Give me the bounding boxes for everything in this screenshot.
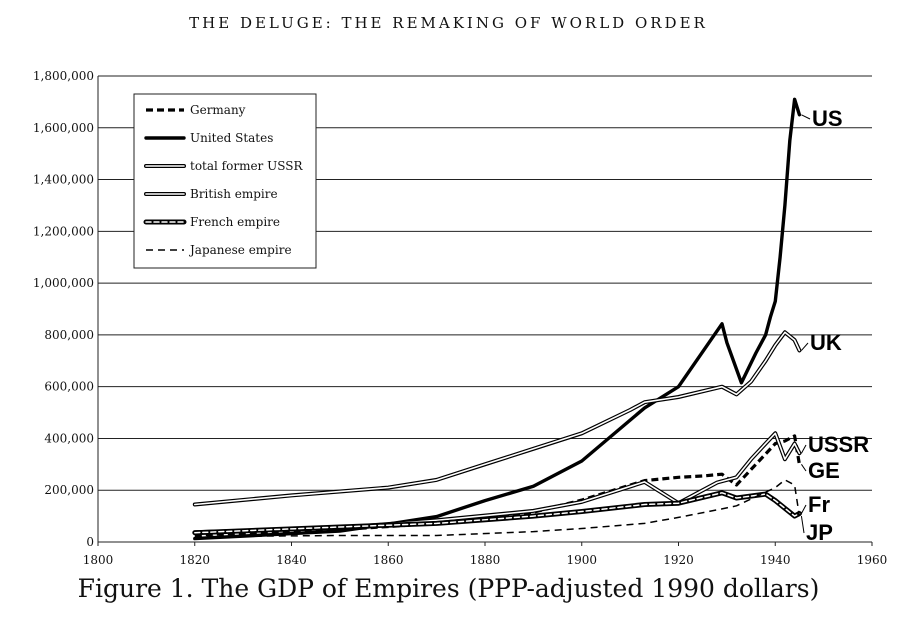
legend-entry-label: French empire — [190, 215, 280, 229]
x-tick-label: 1940 — [760, 553, 791, 567]
legend-entry-label: Japanese empire — [188, 243, 292, 257]
figure-caption: Figure 1. The GDP of Empires (PPP-adjust… — [77, 574, 820, 603]
gdp-line-chart: 0 200,000 400,000 600,000 800,000 1,000,000 1,… — [33, 69, 887, 567]
x-tick-label: 1900 — [566, 553, 597, 567]
series-end-label: US — [812, 106, 843, 131]
x-tick-label: 1880 — [470, 553, 501, 567]
y-tick-label: 600,000 — [44, 380, 94, 394]
series-line-uk — [192, 330, 802, 507]
y-tick-label: 1,000,000 — [33, 276, 94, 290]
x-tick-label: 1960 — [857, 553, 888, 567]
end-label-leader — [800, 516, 805, 534]
series-end-labels: GE US USSR UK Fr JP — [800, 106, 869, 545]
y-tick-label: 1,600,000 — [33, 121, 94, 135]
series-end-label: GE — [808, 458, 840, 483]
end-label-leader — [801, 464, 807, 472]
y-tick-label: 1,400,000 — [33, 173, 94, 187]
end-label-leader — [800, 504, 807, 514]
series-end-label: Fr — [808, 492, 830, 517]
end-label-leader — [801, 342, 809, 351]
legend-entry-label: total former USSR — [190, 159, 303, 173]
series-line-jp — [194, 479, 801, 538]
y-tick-label: 200,000 — [44, 483, 94, 497]
series-line-us — [193, 97, 802, 541]
x-tick-label: 1840 — [276, 553, 307, 567]
series-line-ussr — [192, 431, 802, 535]
series-lines — [192, 97, 802, 541]
x-tick-label: 1860 — [373, 553, 404, 567]
legend-box — [133, 93, 317, 269]
legend-entry-label: United States — [190, 131, 273, 145]
end-label-leader — [801, 444, 807, 454]
legend-entry-label: British empire — [190, 187, 278, 201]
running-header: THE DELUGE: THE REMAKING OF WORLD ORDER — [189, 14, 708, 32]
series-line-ge — [194, 434, 801, 537]
end-label-leader — [801, 114, 811, 120]
y-tick-label: 800,000 — [44, 328, 94, 342]
axes: 0 200,000 400,000 600,000 800,000 1,000,000 1,… — [33, 69, 887, 567]
legend-entry-label: Germany — [190, 103, 246, 117]
y-tick-label: 400,000 — [44, 431, 94, 445]
y-tick-label: 0 — [86, 535, 94, 549]
y-tick-label: 1,800,000 — [33, 69, 94, 83]
series-line-fr — [192, 490, 802, 536]
x-tick-label: 1820 — [179, 553, 210, 567]
series-end-label: USSR — [808, 432, 869, 457]
y-tick-label: 1,200,000 — [33, 224, 94, 238]
x-tick-label: 1800 — [83, 553, 114, 567]
legend: Germany United States total former USSR Bri… — [133, 93, 317, 269]
x-tick-label: 1920 — [663, 553, 694, 567]
series-end-label: UK — [810, 330, 842, 355]
series-end-label: JP — [806, 520, 833, 545]
